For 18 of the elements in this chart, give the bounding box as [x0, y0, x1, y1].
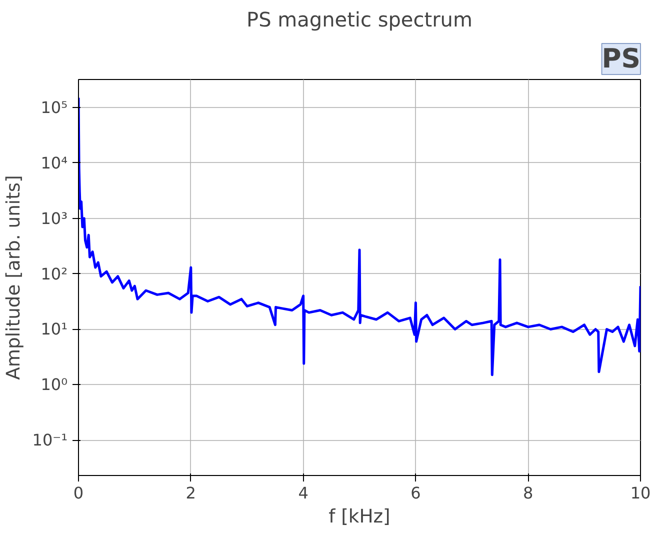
y-axis-title: Amplitude [arb. units]: [3, 175, 24, 380]
x-tick-label: 6: [410, 484, 421, 502]
x-axis-title: f [kHz]: [328, 506, 390, 528]
x-tick-label: 0: [73, 484, 84, 502]
line-series: [78, 96, 640, 376]
y-tick-label: 10⁴: [40, 153, 68, 172]
y-tick-label: 10¹: [40, 320, 68, 339]
y-tick-label: 10³: [40, 208, 68, 228]
x-tick-label: 2: [186, 484, 196, 502]
x-tick-label: 8: [523, 484, 534, 502]
x-tick-label: 10: [630, 484, 651, 502]
y-tick-label: 10⁵: [40, 98, 68, 118]
text: PS: [602, 44, 641, 74]
y-tick-label: 10⁰: [40, 375, 68, 394]
y-tick-label: 10⁻¹: [32, 430, 68, 450]
x-tick-label: 4: [298, 484, 308, 502]
chart-title: PS magnetic spectrum: [246, 8, 472, 32]
y-tick-label: 10²: [40, 264, 68, 284]
